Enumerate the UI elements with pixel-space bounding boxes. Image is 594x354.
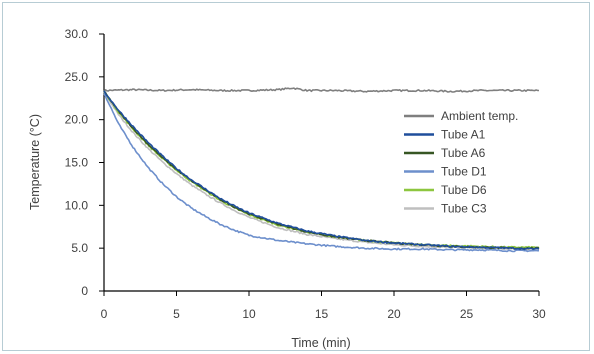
series-line: [103, 93, 539, 253]
legend-label: Tube D1: [441, 165, 487, 179]
y-tick-label: 20.0: [65, 113, 89, 127]
y-tick-label: 15.0: [65, 156, 89, 170]
legend: Ambient temp. Tube A1 Tube A6 Tube D1 Tube D…: [404, 109, 518, 216]
legend-label: Tube A6: [441, 146, 486, 160]
y-tick-label: 25.0: [65, 70, 89, 84]
legend-label: Tube D6: [441, 183, 487, 197]
chart-frame: [2, 2, 590, 351]
x-tick-label: 10: [242, 307, 256, 321]
legend-label: Ambient temp.: [441, 109, 518, 123]
y-tick-label: 0: [81, 284, 88, 298]
x-tick-label: 0: [101, 307, 108, 321]
legend-label: Tube C3: [441, 202, 487, 216]
y-tick-label: 10.0: [65, 198, 89, 212]
x-tick-label: 30: [532, 307, 546, 321]
y-axis: 0 5.0 10.0 15.0 20.0 25.0 30.0: [65, 27, 105, 298]
x-tick-label: 5: [173, 307, 180, 321]
series-line: [103, 87, 540, 93]
series-line: [103, 90, 540, 251]
y-axis-title: Temperature (°C): [28, 114, 42, 210]
x-tick-label: 15: [315, 307, 329, 321]
y-tick-label: 30.0: [65, 27, 89, 41]
y-tick-label: 5.0: [71, 241, 88, 255]
legend-label: Tube A1: [441, 128, 486, 142]
x-tick-label: 25: [460, 307, 474, 321]
x-axis: 0 5 10 15 20 25 30: [101, 290, 546, 321]
x-axis-title: Time (min): [291, 336, 350, 350]
x-tick-label: 20: [387, 307, 401, 321]
plot-lines: [103, 87, 540, 253]
